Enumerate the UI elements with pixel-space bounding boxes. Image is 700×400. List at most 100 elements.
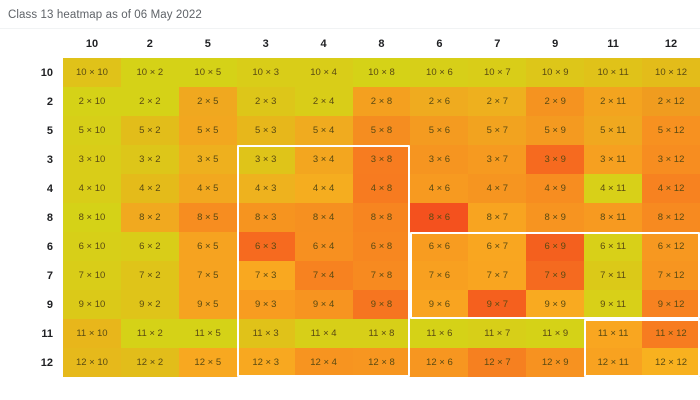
heatmap-cell[interactable]: 7 × 10 (63, 261, 121, 290)
heatmap-cell[interactable]: 5 × 3 (236, 116, 295, 145)
heatmap-cell[interactable]: 11 × 11 (584, 319, 643, 348)
heatmap-cell[interactable]: 5 × 6 (410, 116, 469, 145)
heatmap-cell[interactable]: 9 × 12 (642, 290, 700, 319)
heatmap-cell[interactable]: 7 × 12 (642, 261, 700, 290)
heatmap-cell[interactable]: 4 × 2 (120, 174, 179, 203)
heatmap-cell[interactable]: 11 × 8 (352, 319, 411, 348)
heatmap-cell[interactable]: 9 × 2 (120, 290, 179, 319)
heatmap-cell[interactable]: 12 × 4 (294, 348, 353, 377)
heatmap-cell[interactable]: 3 × 9 (526, 145, 585, 174)
heatmap-cell[interactable]: 3 × 8 (352, 145, 411, 174)
heatmap-cell[interactable]: 2 × 8 (352, 87, 411, 116)
heatmap-cell[interactable]: 3 × 11 (584, 145, 643, 174)
heatmap-cell[interactable]: 12 × 5 (178, 348, 237, 377)
heatmap-cell[interactable]: 2 × 3 (236, 87, 295, 116)
heatmap-cell[interactable]: 2 × 11 (584, 87, 643, 116)
heatmap-cell[interactable]: 9 × 9 (526, 290, 585, 319)
heatmap-cell[interactable]: 5 × 4 (294, 116, 353, 145)
heatmap-cell[interactable]: 2 × 4 (294, 87, 353, 116)
heatmap-cell[interactable]: 10 × 9 (526, 58, 585, 87)
heatmap-cell[interactable]: 7 × 2 (120, 261, 179, 290)
heatmap-cell[interactable]: 9 × 4 (294, 290, 353, 319)
heatmap-cell[interactable]: 5 × 11 (584, 116, 643, 145)
heatmap-cell[interactable]: 9 × 10 (63, 290, 121, 319)
heatmap-cell[interactable]: 2 × 9 (526, 87, 585, 116)
heatmap-cell[interactable]: 4 × 9 (526, 174, 585, 203)
heatmap-cell[interactable]: 4 × 6 (410, 174, 469, 203)
heatmap-cell[interactable]: 7 × 5 (178, 261, 237, 290)
heatmap-cell[interactable]: 12 × 7 (468, 348, 527, 377)
heatmap-cell[interactable]: 5 × 10 (63, 116, 121, 145)
heatmap-cell[interactable]: 11 × 9 (526, 319, 585, 348)
heatmap-cell[interactable]: 2 × 10 (63, 87, 121, 116)
heatmap-cell[interactable]: 9 × 11 (584, 290, 643, 319)
heatmap-cell[interactable]: 2 × 6 (410, 87, 469, 116)
heatmap-cell[interactable]: 10 × 7 (468, 58, 527, 87)
heatmap-cell[interactable]: 10 × 11 (584, 58, 643, 87)
heatmap-cell[interactable]: 12 × 9 (526, 348, 585, 377)
heatmap-cell[interactable]: 6 × 9 (526, 232, 585, 261)
heatmap-cell[interactable]: 4 × 5 (178, 174, 237, 203)
heatmap-cell[interactable]: 7 × 9 (526, 261, 585, 290)
heatmap-cell[interactable]: 4 × 11 (584, 174, 643, 203)
heatmap-cell[interactable]: 5 × 8 (352, 116, 411, 145)
heatmap-cell[interactable]: 3 × 4 (294, 145, 353, 174)
heatmap-cell[interactable]: 7 × 4 (294, 261, 353, 290)
heatmap-cell[interactable]: 8 × 10 (63, 203, 121, 232)
heatmap-cell[interactable]: 10 × 6 (410, 58, 469, 87)
heatmap-cell[interactable]: 9 × 3 (236, 290, 295, 319)
heatmap-cell[interactable]: 5 × 12 (642, 116, 700, 145)
heatmap-cell[interactable]: 8 × 3 (236, 203, 295, 232)
heatmap-cell[interactable]: 3 × 2 (120, 145, 179, 174)
heatmap-cell[interactable]: 8 × 9 (526, 203, 585, 232)
heatmap-cell[interactable]: 8 × 8 (352, 203, 411, 232)
heatmap-cell[interactable]: 11 × 6 (410, 319, 469, 348)
heatmap-cell[interactable]: 10 × 8 (352, 58, 411, 87)
heatmap-cell[interactable]: 6 × 12 (642, 232, 700, 261)
heatmap-cell[interactable]: 11 × 2 (120, 319, 179, 348)
heatmap-cell[interactable]: 6 × 11 (584, 232, 643, 261)
heatmap-cell[interactable]: 9 × 7 (468, 290, 527, 319)
heatmap-cell[interactable]: 12 × 2 (120, 348, 179, 377)
heatmap-cell[interactable]: 11 × 3 (236, 319, 295, 348)
heatmap-cell[interactable]: 8 × 4 (294, 203, 353, 232)
heatmap-cell[interactable]: 8 × 2 (120, 203, 179, 232)
heatmap-cell[interactable]: 9 × 5 (178, 290, 237, 319)
heatmap-cell[interactable]: 2 × 5 (178, 87, 237, 116)
heatmap-cell[interactable]: 10 × 2 (120, 58, 179, 87)
heatmap-cell[interactable]: 5 × 7 (468, 116, 527, 145)
heatmap-cell[interactable]: 2 × 7 (468, 87, 527, 116)
heatmap-cell[interactable]: 11 × 12 (642, 319, 700, 348)
heatmap-cell[interactable]: 6 × 7 (468, 232, 527, 261)
heatmap-cell[interactable]: 9 × 6 (410, 290, 469, 319)
heatmap-cell[interactable]: 7 × 3 (236, 261, 295, 290)
heatmap-cell[interactable]: 5 × 9 (526, 116, 585, 145)
heatmap-cell[interactable]: 3 × 12 (642, 145, 700, 174)
heatmap-cell[interactable]: 4 × 3 (236, 174, 295, 203)
heatmap-cell[interactable]: 8 × 12 (642, 203, 700, 232)
heatmap-cell[interactable]: 4 × 7 (468, 174, 527, 203)
heatmap-cell[interactable]: 3 × 3 (236, 145, 295, 174)
heatmap-cell[interactable]: 3 × 5 (178, 145, 237, 174)
heatmap-cell[interactable]: 6 × 10 (63, 232, 121, 261)
heatmap-cell[interactable]: 11 × 4 (294, 319, 353, 348)
heatmap-cell[interactable]: 7 × 8 (352, 261, 411, 290)
heatmap-cell[interactable]: 12 × 11 (584, 348, 643, 377)
heatmap-cell[interactable]: 10 × 3 (236, 58, 295, 87)
heatmap-cell[interactable]: 6 × 2 (120, 232, 179, 261)
heatmap-cell[interactable]: 3 × 7 (468, 145, 527, 174)
heatmap-cell[interactable]: 8 × 5 (178, 203, 237, 232)
heatmap-cell[interactable]: 12 × 3 (236, 348, 295, 377)
heatmap-cell[interactable]: 8 × 7 (468, 203, 527, 232)
heatmap-cell[interactable]: 9 × 8 (352, 290, 411, 319)
heatmap-cell[interactable]: 12 × 6 (410, 348, 469, 377)
heatmap-cell[interactable]: 6 × 5 (178, 232, 237, 261)
heatmap-cell[interactable]: 8 × 11 (584, 203, 643, 232)
heatmap-cell[interactable]: 10 × 4 (294, 58, 353, 87)
heatmap-cell[interactable]: 5 × 5 (178, 116, 237, 145)
heatmap-cell[interactable]: 4 × 8 (352, 174, 411, 203)
heatmap-cell[interactable]: 10 × 10 (63, 58, 121, 87)
heatmap-cell[interactable]: 7 × 11 (584, 261, 643, 290)
heatmap-cell[interactable]: 6 × 4 (294, 232, 353, 261)
heatmap-cell[interactable]: 5 × 2 (120, 116, 179, 145)
